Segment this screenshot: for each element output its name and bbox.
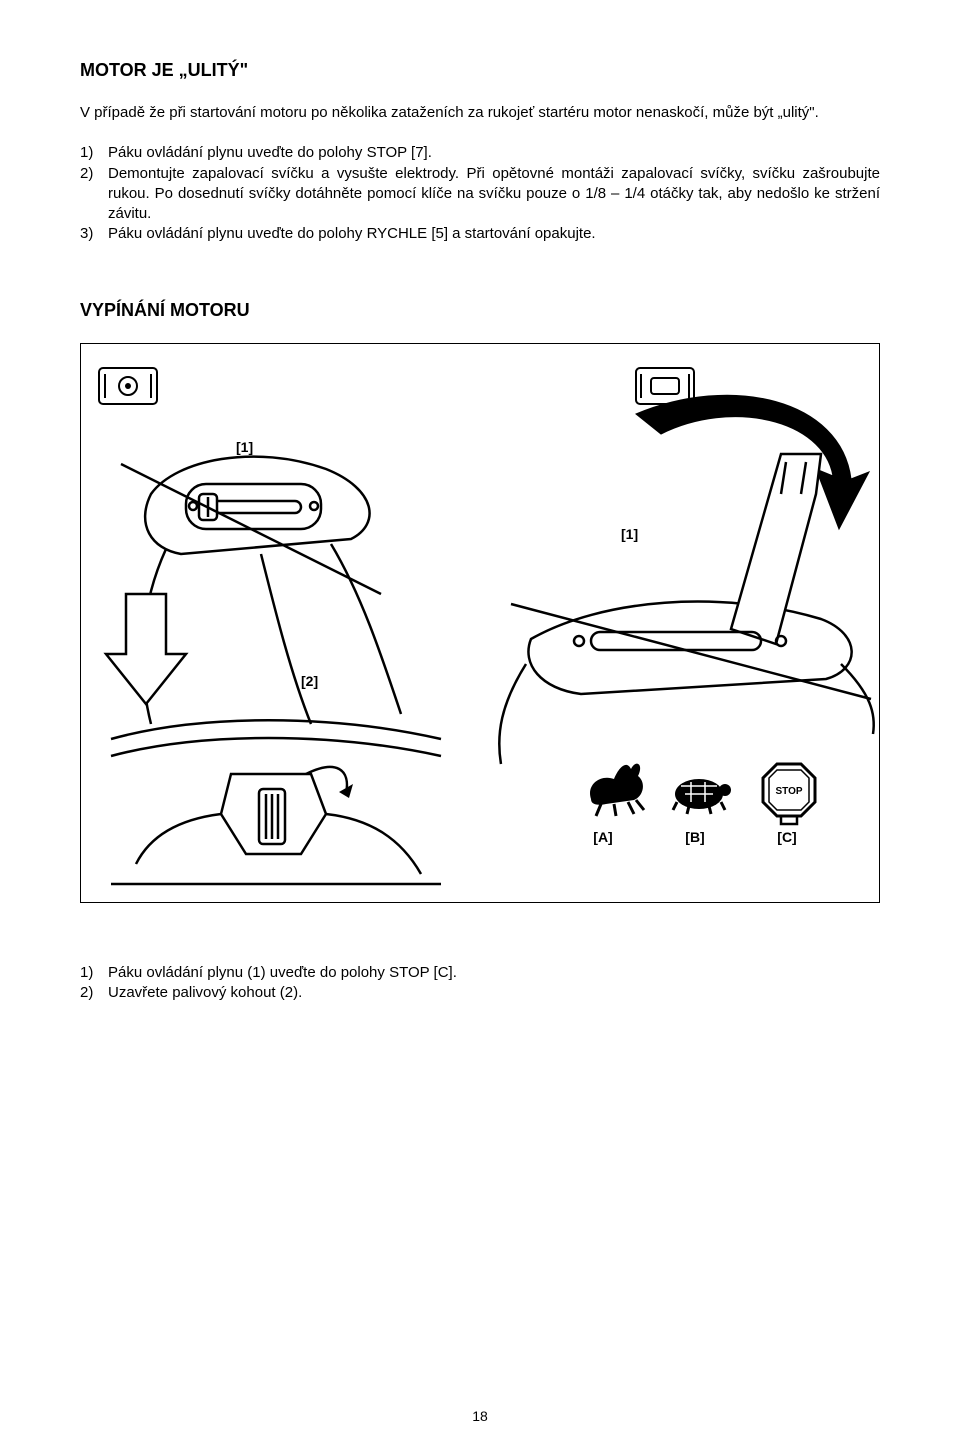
list-item: 2)Uzavřete palivový kohout (2).	[80, 983, 880, 1003]
stop-icon: STOP	[763, 764, 815, 824]
list-item: 3)Páku ovládání plynu uveďte do polohy R…	[80, 224, 880, 244]
figure-svg: [1]	[81, 344, 881, 904]
item-number: 1)	[80, 143, 108, 163]
fuel-valve-assembly	[111, 720, 441, 884]
ref-1-right: [1]	[621, 526, 638, 542]
list-item: 1)Páku ovládání plynu uveďte do polohy S…	[80, 143, 880, 163]
item-text: Uzavřete palivový kohout (2).	[108, 984, 302, 1001]
curved-arrow-icon	[636, 395, 869, 529]
list-item: 1)Páku ovládání plynu (1) uveďte do polo…	[80, 963, 880, 983]
cutter-icon	[99, 368, 157, 404]
item-text: Páku ovládání plynu uveďte do polohy STO…	[108, 144, 432, 161]
ref-1-left: [1]	[236, 439, 253, 455]
item-number: 2)	[80, 983, 108, 1003]
ref-2: [2]	[301, 673, 318, 689]
turtle-icon	[673, 779, 731, 814]
item-text: Páku ovládání plynu (1) uveďte do polohy…	[108, 964, 457, 981]
item-number: 3)	[80, 224, 108, 244]
page-title: MOTOR JE „ULITÝ"	[80, 60, 880, 81]
mower-type-icon	[636, 368, 694, 404]
stop-label: STOP	[775, 786, 802, 797]
item-number: 2)	[80, 164, 108, 184]
page-number: 18	[0, 1408, 960, 1424]
item-number: 1)	[80, 963, 108, 983]
figure: [1]	[80, 343, 880, 903]
page: MOTOR JE „ULITÝ" V případě že při starto…	[0, 0, 960, 1444]
ref-a: [A]	[593, 829, 612, 845]
ref-c: [C]	[777, 829, 796, 845]
steps-list-2: 1)Páku ovládání plynu (1) uveďte do polo…	[80, 963, 880, 1004]
rabbit-icon	[590, 763, 644, 815]
section-title: VYPÍNÁNÍ MOTORU	[80, 300, 880, 321]
intro-paragraph: V případě že při startování motoru po ně…	[80, 103, 880, 123]
steps-list-1: 1)Páku ovládání plynu uveďte do polohy S…	[80, 143, 880, 244]
down-arrow-icon	[106, 594, 186, 704]
ref-b: [B]	[685, 829, 704, 845]
item-text: Páku ovládání plynu uveďte do polohy RYC…	[108, 225, 596, 242]
list-item: 2)Demontujte zapalovací svíčku a vysušte…	[80, 164, 880, 225]
item-text: Demontujte zapalovací svíčku a vysušte e…	[108, 165, 880, 223]
throttle-lever-right	[499, 454, 873, 764]
